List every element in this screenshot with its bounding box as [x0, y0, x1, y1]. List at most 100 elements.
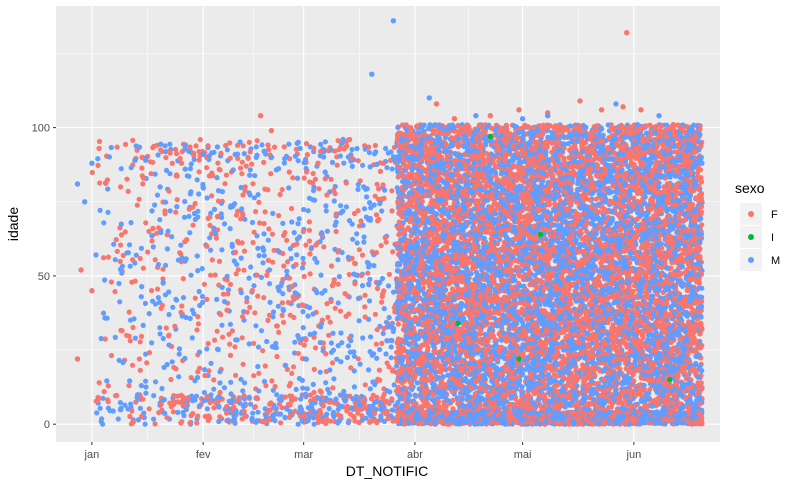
scatter-point [362, 304, 368, 310]
scatter-point [376, 186, 382, 192]
scatter-point [197, 137, 203, 143]
scatter-point [211, 149, 217, 155]
scatter-point [193, 143, 199, 149]
scatter-point [350, 236, 356, 242]
scatter-point [315, 415, 321, 422]
scatter-point [139, 165, 145, 171]
scatter-point [380, 160, 387, 166]
scatter-point [179, 313, 185, 319]
scatter-point [327, 319, 333, 325]
scatter-point [179, 303, 185, 309]
scatter-point [140, 322, 146, 328]
scatter-point [149, 238, 155, 244]
scatter-point [319, 317, 325, 323]
scatter-point [335, 281, 341, 287]
scatter-point [345, 343, 352, 349]
scatter-point [300, 229, 306, 235]
scatter-point [276, 213, 282, 219]
scatter-point [351, 368, 357, 374]
scatter-point [132, 335, 138, 341]
scatter-point [195, 369, 201, 375]
scatter-point [239, 159, 245, 165]
scatter-point [196, 349, 203, 355]
scatter-point [95, 156, 101, 162]
scatter-point [284, 366, 290, 372]
scatter-point [367, 200, 373, 206]
scatter-point [345, 254, 351, 260]
scatter-point [279, 187, 285, 193]
scatter-point [364, 259, 371, 266]
scatter-point [284, 237, 290, 243]
scatter-point [127, 378, 133, 384]
scatter-point [182, 239, 188, 245]
scatter-point [388, 337, 394, 343]
scatter-point [168, 376, 174, 383]
scatter-point [332, 246, 338, 252]
scatter-point [130, 137, 136, 143]
scatter-point [174, 151, 180, 157]
scatter-point [119, 328, 125, 334]
scatter-point [152, 257, 158, 263]
scatter-point [292, 408, 298, 414]
scatter-point [285, 259, 291, 265]
scatter-point [381, 325, 387, 332]
scatter-point [374, 285, 381, 292]
scatter-point [255, 293, 261, 299]
scatter-point [159, 385, 165, 392]
scatter-point [146, 311, 152, 317]
scatter-point [355, 208, 361, 214]
scatter-point [162, 208, 168, 214]
scatter-point [324, 301, 330, 307]
scatter-point [383, 145, 389, 152]
scatter-point [234, 261, 240, 267]
scatter-point [205, 143, 211, 149]
scatter-point [335, 257, 341, 263]
scatter-point [388, 344, 394, 350]
scatter-point [208, 247, 214, 253]
scatter-point [224, 273, 230, 279]
scatter-point [238, 255, 244, 261]
scatter-point [261, 159, 267, 165]
scatter-point [224, 410, 230, 416]
scatter-point [265, 142, 271, 148]
scatter-point [324, 417, 330, 423]
scatter-point [300, 309, 306, 315]
scatter-point [316, 395, 322, 401]
scatter-point [390, 328, 396, 334]
scatter-point [143, 378, 149, 384]
scatter-point [295, 421, 301, 427]
scatter-point [232, 201, 238, 207]
scatter-point [349, 221, 355, 227]
scatter-point [211, 206, 218, 212]
scatter-point [100, 395, 106, 401]
scatter-point [241, 393, 247, 399]
scatter-point [138, 333, 145, 339]
scatter-point [166, 342, 172, 348]
scatter-point [310, 180, 316, 186]
scatter-point [364, 194, 370, 200]
scatter-point [266, 416, 272, 422]
scatter-point [136, 196, 142, 202]
scatter-point [255, 409, 261, 415]
scatter-point [120, 359, 126, 366]
scatter-point [195, 321, 201, 327]
scatter-point [293, 261, 299, 268]
scatter-point [239, 206, 245, 212]
scatter-point [347, 136, 353, 143]
scatter-point [260, 245, 266, 251]
scatter-point [199, 266, 205, 272]
scatter-point [306, 227, 312, 233]
scatter-point [335, 300, 341, 306]
scatter-point [306, 238, 313, 244]
scatter-point [323, 380, 329, 386]
scatter-point [156, 225, 162, 231]
scatter-point [134, 202, 140, 208]
scatter-point [337, 308, 344, 314]
scatter-point [391, 382, 397, 388]
scatter-point [242, 184, 248, 190]
scatter-point [287, 380, 293, 386]
scatter-point [214, 328, 220, 334]
scatter-point [139, 413, 145, 420]
scatter-point [148, 171, 154, 177]
scatter-point [333, 211, 339, 217]
